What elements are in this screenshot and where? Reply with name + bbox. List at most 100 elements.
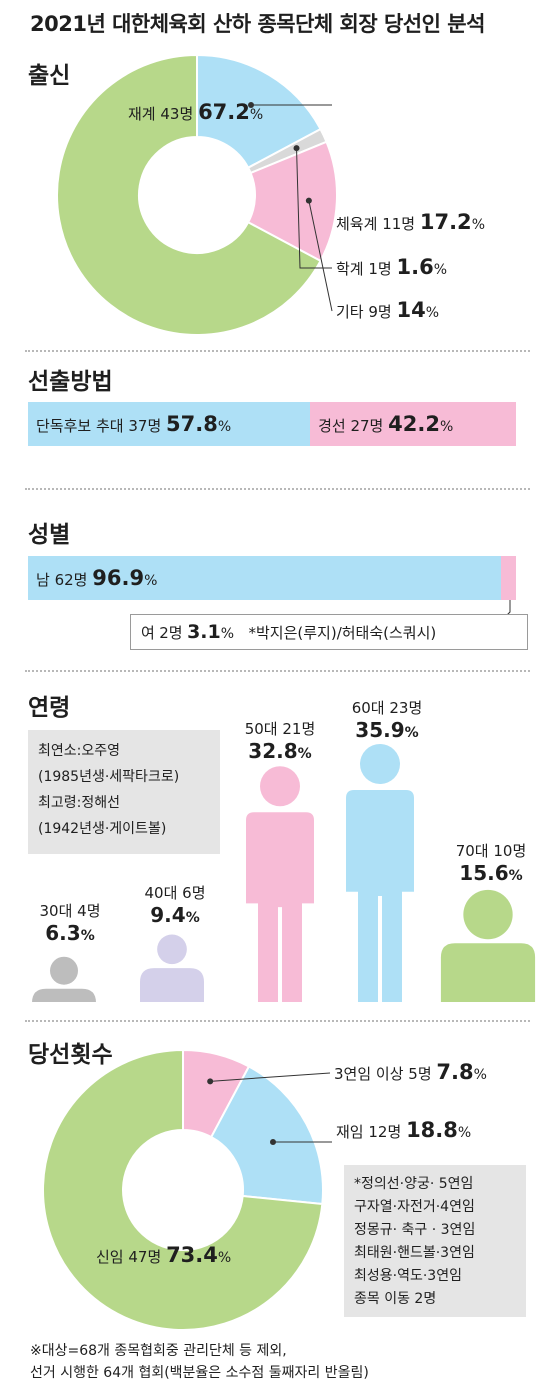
terms-new-value: 73.4 <box>166 1243 218 1267</box>
age-60s-label-group: 60대 23명 35.9% <box>334 697 440 742</box>
age-70s-label: 70대 <box>455 842 489 860</box>
section-title-election-method: 선출방법 <box>28 369 113 395</box>
age-figure-body-4 <box>440 943 536 1002</box>
gender-male-unit: % <box>144 573 158 589</box>
age-70s-count: 10명 <box>493 842 527 860</box>
terms-slice-2 <box>42 1048 324 1331</box>
age-figure-head-3 <box>360 744 400 784</box>
origin-label-other: 기타 9명 14% <box>336 298 439 322</box>
footnote-line-1: ※대상=68개 종목협회중 관리단체 등 제외, <box>30 1343 287 1359</box>
age-figure-head-2 <box>260 766 300 807</box>
oldest-name: 최고령:정해선 <box>38 795 120 811</box>
multi-term-note-2: 구자열·자전거·4연임 <box>354 1199 475 1215</box>
multi-term-note-5: 최성용·역도·3연임 <box>354 1268 462 1284</box>
terms-third-leader <box>210 1072 331 1082</box>
gender-male-label: 남 <box>36 571 50 589</box>
terms-new-count: 47명 <box>128 1248 162 1266</box>
origin-slice-3 <box>56 53 322 336</box>
youngest-detail: (1985년생·세팍타크로) <box>38 769 180 785</box>
terms-third-leader-dot <box>207 1078 214 1085</box>
method-segment-contest: 경선 27명 42.2% <box>310 402 516 446</box>
gender-female-unit: % <box>220 626 235 642</box>
footnote-line-2: 선거 시행한 64개 협회(백분율은 소수점 둘째자리 반올림) <box>30 1365 369 1381</box>
multi-term-note-3: 정몽규· 축구 · 3연임 <box>354 1222 476 1238</box>
age-40s-value: 9.4 <box>150 903 186 927</box>
origin-other-leader <box>308 200 333 312</box>
age-50s-value: 32.8 <box>248 739 298 763</box>
age-50s-unit: % <box>297 746 312 762</box>
method-segment-sole-candidate: 단독후보 추대 37명 57.8% <box>28 402 311 446</box>
section-title-age: 연령 <box>28 695 71 721</box>
oldest-detail: (1942년생·게이트볼) <box>38 821 167 837</box>
multi-term-note-6: 종목 이동 2명 <box>354 1291 437 1307</box>
terms-label-new: 신임 47명 73.4% <box>96 1243 231 1267</box>
age-figure-head-4 <box>463 889 513 940</box>
age-50s-label-group: 50대 21명 32.8% <box>230 718 330 763</box>
divider <box>25 670 530 672</box>
age-60s-value: 35.9 <box>355 718 405 742</box>
origin-business-value: 67.2 <box>198 100 250 124</box>
age-60s-label: 60대 <box>351 699 385 717</box>
terms-slice-1 <box>209 1065 324 1206</box>
age-30s-label: 30대 <box>39 902 73 920</box>
method-sole-unit: % <box>217 419 232 435</box>
age-figure-body-2 <box>246 812 314 1002</box>
origin-label-sports: 체육계 11명 17.2% <box>336 210 485 234</box>
terms-reelect-unit: % <box>457 1125 472 1141</box>
origin-business-unit: % <box>249 107 264 123</box>
terms-reelect-count: 12명 <box>368 1123 402 1141</box>
origin-other-unit: % <box>425 305 440 321</box>
terms-reelect-leader-dot <box>269 1138 276 1145</box>
terms-new-label: 신임 <box>96 1248 124 1266</box>
method-contest-label: 경선 <box>318 417 346 435</box>
age-30s-count: 4명 <box>77 902 101 920</box>
gender-male-value: 96.9 <box>92 566 145 590</box>
origin-label-business: 재계 43명 67.2% <box>128 100 263 124</box>
age-figure-head-1 <box>157 934 187 965</box>
gender-female-value: 3.1 <box>187 621 221 643</box>
section-title-origin: 출신 <box>28 63 71 89</box>
age-50s-label: 50대 <box>244 720 278 738</box>
election-method-bar: 단독후보 추대 37명 57.8% 경선 27명 42.2% <box>28 402 516 446</box>
age-30s-label-group: 30대 4명 6.3% <box>22 900 118 945</box>
age-extremes-box: 최연소:오주영 (1985년생·세팍타크로) 최고령:정해선 (1942년생·게… <box>28 730 220 854</box>
footnote: ※대상=68개 종목협회중 관리단체 등 제외, 선거 시행한 64개 협회(백… <box>30 1340 369 1384</box>
method-contest-value: 42.2 <box>388 412 440 436</box>
multi-term-note-box: *정의선·양궁· 5연임 구자열·자전거·4연임 정몽규· 축구 · 3연임 최… <box>344 1165 526 1317</box>
origin-other-count: 9명 <box>368 303 392 321</box>
age-figure-head-0 <box>50 956 78 985</box>
multi-term-note-1: *정의선·양궁· 5연임 <box>354 1176 474 1192</box>
terms-third-label: 3연임 이상 <box>334 1065 404 1083</box>
page-title: 2021년 대한체육회 산하 종목단체 회장 당선인 분석 <box>30 12 485 36</box>
terms-third-value: 7.8 <box>436 1060 474 1084</box>
age-60s-unit: % <box>404 725 419 741</box>
age-figure-3 <box>346 744 414 1002</box>
age-30s-unit: % <box>80 928 95 944</box>
divider <box>25 1020 530 1022</box>
age-40s-label-group: 40대 6명 9.4% <box>125 882 225 927</box>
age-40s-label: 40대 <box>144 884 178 902</box>
origin-slice-0 <box>196 53 322 170</box>
method-sole-value: 57.8 <box>166 412 218 436</box>
age-70s-label-group: 70대 10명 15.6% <box>436 840 546 885</box>
gender-female-note-box: 여 2명 3.1% *박지은(루지)/허태숙(스쿼시) <box>130 614 528 650</box>
section-title-terms: 당선횟수 <box>28 1042 113 1068</box>
age-70s-unit: % <box>508 868 523 884</box>
age-60s-count: 23명 <box>389 699 423 717</box>
method-contest-count: 27명 <box>350 417 384 435</box>
terms-donut-chart <box>42 1048 332 1331</box>
method-contest-unit: % <box>439 419 454 435</box>
origin-label-academia: 학계 1명 1.6% <box>336 255 447 279</box>
method-sole-count: 37명 <box>128 417 162 435</box>
age-pictogram-chart <box>32 744 536 1003</box>
terms-label-reelected: 재임 12명 18.8% <box>336 1118 471 1142</box>
terms-new-unit: % <box>217 1250 232 1266</box>
gender-segment-female <box>500 556 516 600</box>
section-title-gender: 성별 <box>28 522 71 548</box>
terms-reelect-value: 18.8 <box>406 1118 458 1142</box>
origin-sports-unit: % <box>471 217 485 233</box>
age-40s-unit: % <box>185 910 200 926</box>
gender-bar: 남 62명 96.9% <box>28 556 516 600</box>
origin-donut-chart <box>56 53 338 336</box>
gender-male-count: 62명 <box>54 571 88 589</box>
